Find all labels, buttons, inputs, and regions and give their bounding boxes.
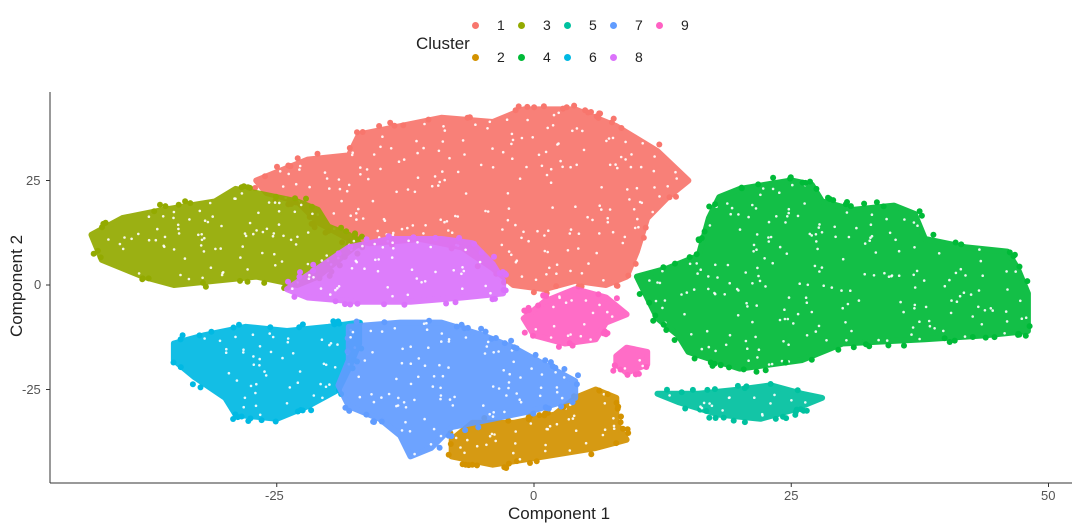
cluster-9 <box>520 286 630 350</box>
legend-item-4: 4 <box>518 48 551 66</box>
x-tick-label: -25 <box>265 488 284 503</box>
legend-item-2: 2 <box>472 48 505 66</box>
x-tick-label: 0 <box>530 488 538 503</box>
legend-item-9: 9 <box>656 16 689 34</box>
y-tick-label: 25 <box>26 173 41 188</box>
y-tick-label: -25 <box>22 382 41 397</box>
legend-item-6: 6 <box>564 48 597 66</box>
cluster-2 <box>445 386 632 471</box>
legend-dot-icon <box>564 21 571 29</box>
cluster-7 <box>335 317 581 460</box>
legend-dot-icon <box>610 21 617 29</box>
legend-item-5: 5 <box>564 16 597 34</box>
x-tick-label: 25 <box>784 488 799 503</box>
legend-dot-icon <box>472 53 479 61</box>
legend-title: Cluster <box>416 34 470 53</box>
legend-dot-icon <box>518 53 525 61</box>
legend-item-7: 7 <box>610 16 643 34</box>
legend-dot-icon <box>564 53 571 61</box>
x-tick-label: 50 <box>1041 488 1056 503</box>
legend-dot-icon <box>610 53 617 61</box>
x-axis-title: Component 1 <box>508 504 611 523</box>
legend-item-1: 1 <box>472 16 505 34</box>
legend-item-3: 3 <box>518 16 551 34</box>
legend-dot-icon <box>472 21 479 29</box>
legend-dot-icon <box>518 21 525 29</box>
cluster-9b <box>610 344 651 378</box>
y-axis-title: Component 2 <box>7 234 26 338</box>
legend-item-8: 8 <box>610 48 643 66</box>
cluster-8 <box>284 233 509 308</box>
y-tick-label: 0 <box>34 277 42 292</box>
cluster-6 <box>170 318 365 425</box>
cluster-5 <box>654 381 826 426</box>
cluster-4 <box>633 174 1033 375</box>
legend-dot-icon <box>656 21 663 29</box>
cluster-3 <box>88 183 366 291</box>
